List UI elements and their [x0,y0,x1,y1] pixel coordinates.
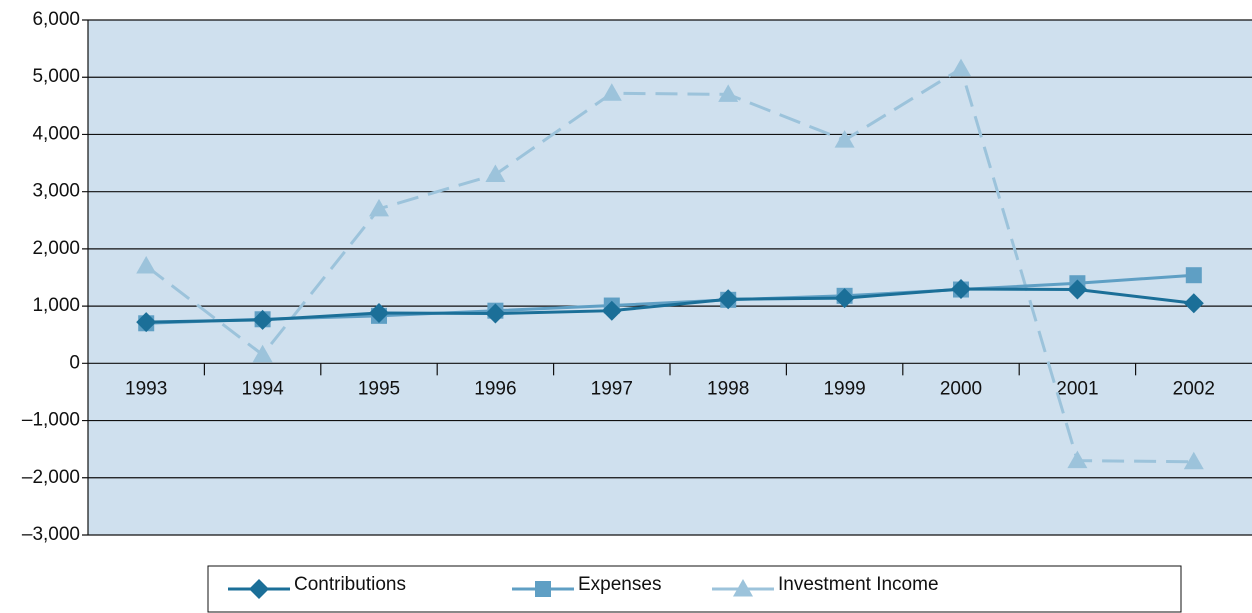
marker [1067,279,1088,300]
y-tick-label: –3,000 [22,524,80,545]
y-tick-label: 4,000 [32,123,80,144]
y-tick-label: 1,000 [32,295,80,316]
plot-area [88,20,1252,535]
marker [485,164,506,182]
marker [601,300,622,321]
legend-box [207,565,1182,613]
x-tick-label: 1996 [474,378,516,399]
y-tick-label: 0 [69,352,80,373]
marker [1067,450,1088,469]
marker [369,302,389,323]
marker [1183,451,1204,470]
x-tick-label: 1997 [591,378,633,399]
marker [136,312,157,333]
marker [535,581,551,597]
marker [369,198,389,217]
y-tick-label: 5,000 [32,66,80,87]
marker [1185,267,1202,284]
marker [718,289,739,310]
marker [252,344,273,363]
x-tick-label: 2002 [1173,378,1215,399]
marker [252,309,273,330]
marker [834,130,855,148]
x-tick-label: 2001 [1056,378,1098,399]
marker [1183,293,1204,314]
legend-label: Contributions [294,574,406,595]
y-tick-label: –2,000 [22,467,80,488]
legend-label: Investment Income [778,574,939,595]
x-tick-label: 1993 [125,378,167,399]
marker [136,256,157,274]
legend-label: Expenses [578,574,661,595]
y-tick-label: 2,000 [32,238,80,259]
x-tick-label: 1999 [823,378,865,399]
y-tick-label: 6,000 [32,9,80,30]
marker [485,303,506,324]
x-tick-label: 1994 [241,378,284,399]
marker [834,288,855,309]
x-tick-label: 1995 [358,378,400,399]
marker [601,83,622,101]
y-tick-label: –1,000 [22,410,80,431]
marker [951,58,971,77]
x-tick-label: 2000 [940,378,982,399]
series-line [145,66,1194,464]
y-tick-label: 3,000 [32,181,80,202]
marker [718,84,739,102]
marker [733,579,753,597]
marker [249,579,269,599]
marker [951,278,971,299]
x-tick-label: 1998 [707,378,749,399]
series-line [146,287,1194,324]
